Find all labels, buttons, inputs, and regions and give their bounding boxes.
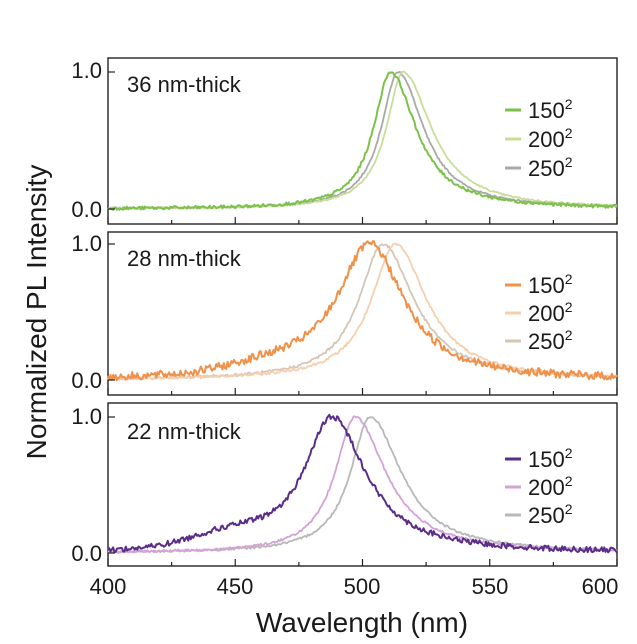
x-tick-label-600: 600 xyxy=(582,574,619,599)
legend-label-1-250: 2502 xyxy=(528,154,573,181)
legend-panel-1: 1502 2002 2502 xyxy=(505,96,573,181)
y-tick-label-2-bottom: 0.0 xyxy=(71,368,102,393)
panel-title-2: 28 nm-thick xyxy=(127,246,242,271)
y-tick-label-1-top: 1.0 xyxy=(71,58,102,83)
spectrum-line-panel-1-150 xyxy=(107,71,618,211)
spectrum-line-panel-2-200 xyxy=(107,242,618,381)
x-axis-title: Wavelength (nm) xyxy=(256,607,468,638)
y-tick-label-3-bottom: 0.0 xyxy=(71,541,102,566)
legend-panel-3: 1502 2002 2502 xyxy=(505,445,573,528)
x-tick-label-550: 550 xyxy=(472,574,509,599)
legend-label-2-200: 2002 xyxy=(528,299,573,326)
spectrum-line-panel-2-150 xyxy=(107,240,618,382)
y-tick-label-1-bottom: 0.0 xyxy=(71,197,102,222)
y-tick-label-3-top: 1.0 xyxy=(71,404,102,429)
panel-title-1: 36 nm-thick xyxy=(127,72,242,97)
axis-ticks xyxy=(107,71,618,566)
spectra-curves xyxy=(107,70,618,554)
legend-label-1-200: 2002 xyxy=(528,125,573,152)
legend-label-1-150: 1502 xyxy=(528,96,573,123)
spectrum-line-panel-3-150 xyxy=(107,413,618,554)
x-tick-label-400: 400 xyxy=(90,574,127,599)
legend-label-3-150: 1502 xyxy=(528,445,573,472)
y-axis-title: Normalized PL Intensity xyxy=(21,165,52,460)
legend-label-2-250: 2502 xyxy=(528,327,573,354)
panel-title-3: 22 nm-thick xyxy=(127,419,242,444)
legend-panel-2: 1502 2002 2502 xyxy=(505,271,573,354)
legend-label-3-250: 2502 xyxy=(528,501,573,528)
x-tick-label-450: 450 xyxy=(217,574,254,599)
legend-label-3-200: 2002 xyxy=(528,473,573,500)
y-tick-label-2-top: 1.0 xyxy=(71,231,102,256)
legend-label-2-150: 1502 xyxy=(528,271,573,298)
x-tick-label-500: 500 xyxy=(344,574,381,599)
